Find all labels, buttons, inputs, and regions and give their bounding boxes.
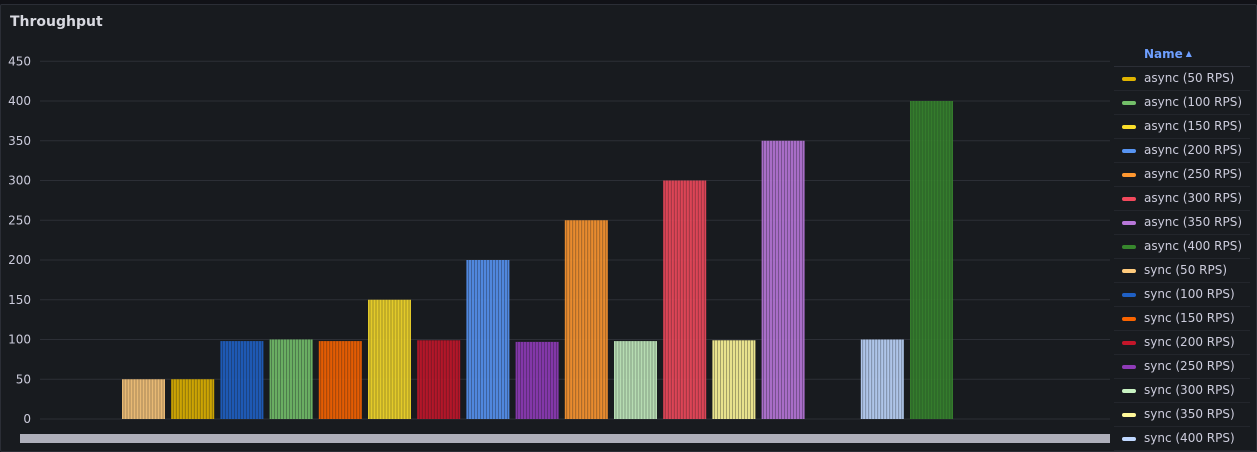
bar xyxy=(761,140,805,419)
bar xyxy=(269,339,313,419)
bar xyxy=(318,341,362,419)
legend-swatch xyxy=(1122,436,1136,441)
legend-swatch xyxy=(1122,412,1136,417)
sort-ascending-icon: ▲ xyxy=(1185,49,1192,58)
bar-fill xyxy=(122,379,165,419)
y-tick-label: 0 xyxy=(23,412,31,426)
legend-swatch xyxy=(1122,340,1136,345)
bar-fill xyxy=(368,299,411,419)
legend-header-label: Name xyxy=(1144,47,1183,61)
bar-fill xyxy=(860,339,904,419)
bar xyxy=(122,379,165,419)
bar xyxy=(860,339,904,419)
legend-swatch xyxy=(1122,196,1136,201)
legend-label: sync (350 RPS) xyxy=(1144,407,1235,421)
legend-item[interactable]: sync (300 RPS) xyxy=(1114,379,1250,403)
legend-label: async (250 RPS) xyxy=(1144,167,1242,181)
bar xyxy=(712,340,756,419)
bar-fill xyxy=(318,341,362,419)
bar-fill xyxy=(171,379,215,419)
bar xyxy=(220,341,264,419)
legend-swatch xyxy=(1122,148,1136,153)
bar xyxy=(417,340,461,419)
legend-item[interactable]: sync (250 RPS) xyxy=(1114,355,1250,379)
legend-label: sync (100 RPS) xyxy=(1144,287,1235,301)
legend-label: sync (300 RPS) xyxy=(1144,383,1235,397)
legend-swatch xyxy=(1122,292,1136,297)
legend-label: async (100 RPS) xyxy=(1144,95,1242,109)
y-tick-label: 200 xyxy=(8,253,31,267)
legend-item[interactable]: async (200 RPS) xyxy=(1114,139,1250,163)
bar xyxy=(171,379,215,419)
legend-swatch xyxy=(1122,172,1136,177)
bar xyxy=(368,299,411,419)
legend-item[interactable]: sync (100 RPS) xyxy=(1114,283,1250,307)
legend-swatch xyxy=(1122,220,1136,225)
bar xyxy=(910,101,953,419)
legend-item[interactable]: async (50 RPS) xyxy=(1114,67,1250,91)
legend-label: sync (50 RPS) xyxy=(1144,263,1228,277)
legend-label: sync (200 RPS) xyxy=(1144,335,1235,349)
y-tick-label: 250 xyxy=(8,213,31,227)
x-axis-ticks xyxy=(20,434,1110,443)
legend-swatch xyxy=(1122,124,1136,129)
legend: Name ▲ async (50 RPS) async (100 RPS) async… xyxy=(1114,42,1250,451)
legend-label: async (400 RPS) xyxy=(1144,239,1242,253)
legend-label: async (200 RPS) xyxy=(1144,143,1242,157)
legend-label: async (150 RPS) xyxy=(1144,119,1242,133)
legend-item[interactable]: async (250 RPS) xyxy=(1114,163,1250,187)
legend-item[interactable]: sync (350 RPS) xyxy=(1114,403,1250,427)
y-tick-label: 150 xyxy=(8,293,31,307)
legend-label: sync (250 RPS) xyxy=(1144,359,1235,373)
panel-title[interactable]: Throughput xyxy=(10,14,103,30)
bar-fill xyxy=(466,260,510,419)
bar-fill xyxy=(564,220,608,419)
legend-item[interactable]: sync (200 RPS) xyxy=(1114,331,1250,355)
legend-item[interactable]: async (350 RPS) xyxy=(1114,211,1250,235)
legend-swatch xyxy=(1122,388,1136,393)
legend-label: async (300 RPS) xyxy=(1144,191,1242,205)
bar xyxy=(614,341,657,419)
legend-label: sync (150 RPS) xyxy=(1144,311,1235,325)
legend-label: async (50 RPS) xyxy=(1144,71,1235,85)
legend-item[interactable]: async (300 RPS) xyxy=(1114,187,1250,211)
legend-label: sync (400 RPS) xyxy=(1144,431,1235,445)
bar-fill xyxy=(220,341,264,419)
y-tick-label: 350 xyxy=(8,134,31,148)
legend-swatch xyxy=(1122,364,1136,369)
bar xyxy=(663,180,707,419)
bar-fill xyxy=(910,101,953,419)
bar-fill xyxy=(515,341,559,419)
legend-item[interactable]: async (400 RPS) xyxy=(1114,235,1250,259)
y-tick-label: 50 xyxy=(16,372,31,386)
y-tick-label: 400 xyxy=(8,94,31,108)
legend-item[interactable]: sync (50 RPS) xyxy=(1114,259,1250,283)
legend-header-name[interactable]: Name ▲ xyxy=(1114,42,1250,67)
legend-item[interactable]: async (100 RPS) xyxy=(1114,91,1250,115)
bar-fill xyxy=(663,180,707,419)
bar-fill xyxy=(614,341,657,419)
bar-fill xyxy=(712,340,756,419)
bar xyxy=(564,220,608,419)
legend-label: async (350 RPS) xyxy=(1144,215,1242,229)
legend-swatch xyxy=(1122,244,1136,249)
y-tick-label: 300 xyxy=(8,174,31,188)
bar-fill xyxy=(761,140,805,419)
legend-item[interactable]: sync (400 RPS) xyxy=(1114,427,1250,451)
legend-swatch xyxy=(1122,76,1136,81)
legend-swatch xyxy=(1122,316,1136,321)
bar-fill xyxy=(417,340,461,419)
legend-item[interactable]: async (150 RPS) xyxy=(1114,115,1250,139)
y-tick-label: 100 xyxy=(8,333,31,347)
legend-swatch xyxy=(1122,268,1136,273)
bar xyxy=(515,341,559,419)
legend-swatch xyxy=(1122,100,1136,105)
bar xyxy=(466,260,510,419)
bar-fill xyxy=(269,339,313,419)
legend-item[interactable]: sync (150 RPS) xyxy=(1114,307,1250,331)
y-tick-label: 450 xyxy=(8,54,31,68)
